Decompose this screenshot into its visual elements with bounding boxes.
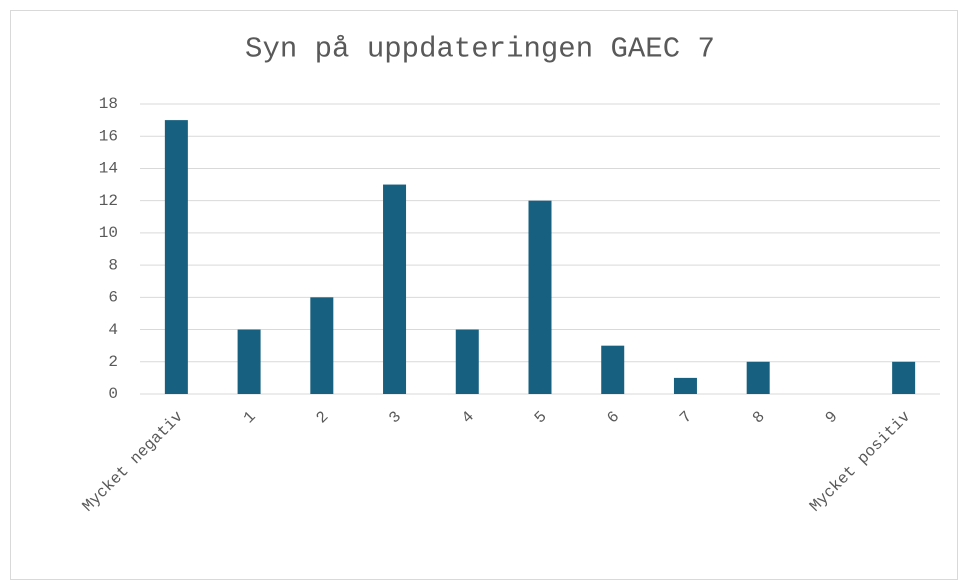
y-tick-label: 8 — [108, 256, 118, 274]
y-tick-label: 14 — [99, 160, 118, 178]
y-tick-label: 18 — [99, 95, 118, 113]
y-tick-label: 16 — [99, 127, 118, 145]
y-tick-label: 6 — [108, 289, 118, 307]
y-tick-label: 2 — [108, 353, 118, 371]
bar — [528, 200, 552, 394]
y-tick-label: 0 — [108, 385, 118, 403]
y-tick-label: 12 — [99, 192, 118, 210]
y-tick-label: 10 — [99, 224, 118, 242]
bar — [310, 297, 334, 394]
bar — [455, 329, 479, 394]
bar — [892, 361, 916, 394]
bar — [164, 120, 188, 394]
bar — [601, 345, 625, 394]
y-tick-label: 4 — [108, 321, 118, 339]
chart-title: Syn på uppdateringen GAEC 7 — [245, 33, 715, 66]
bar — [746, 361, 770, 394]
bar — [237, 329, 261, 394]
bar — [383, 184, 407, 394]
bar — [673, 377, 697, 394]
